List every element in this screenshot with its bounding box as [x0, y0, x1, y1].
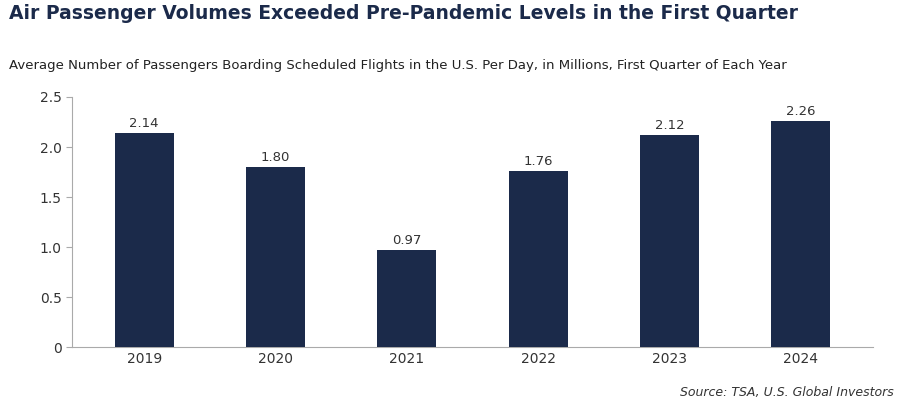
- Text: 1.76: 1.76: [524, 155, 553, 168]
- Bar: [246, 167, 305, 347]
- Text: 2.12: 2.12: [654, 119, 684, 132]
- Text: Air Passenger Volumes Exceeded Pre-Pandemic Levels in the First Quarter: Air Passenger Volumes Exceeded Pre-Pande…: [9, 4, 798, 23]
- Text: Source: TSA, U.S. Global Investors: Source: TSA, U.S. Global Investors: [680, 386, 894, 399]
- Bar: [508, 171, 568, 347]
- Bar: [114, 133, 174, 347]
- Text: 2.26: 2.26: [786, 105, 815, 118]
- Text: Average Number of Passengers Boarding Scheduled Flights in the U.S. Per Day, in : Average Number of Passengers Boarding Sc…: [9, 59, 787, 72]
- Text: Source: TSA, U.S. Global Investors: Source: TSA, U.S. Global Investors: [0, 403, 1, 404]
- Text: 1.80: 1.80: [261, 151, 290, 164]
- Bar: [377, 250, 436, 347]
- Text: 2.14: 2.14: [130, 117, 159, 130]
- Text: 0.97: 0.97: [392, 234, 421, 247]
- Text: Source:: Source:: [0, 403, 1, 404]
- Bar: [771, 121, 831, 347]
- Bar: [640, 135, 699, 347]
